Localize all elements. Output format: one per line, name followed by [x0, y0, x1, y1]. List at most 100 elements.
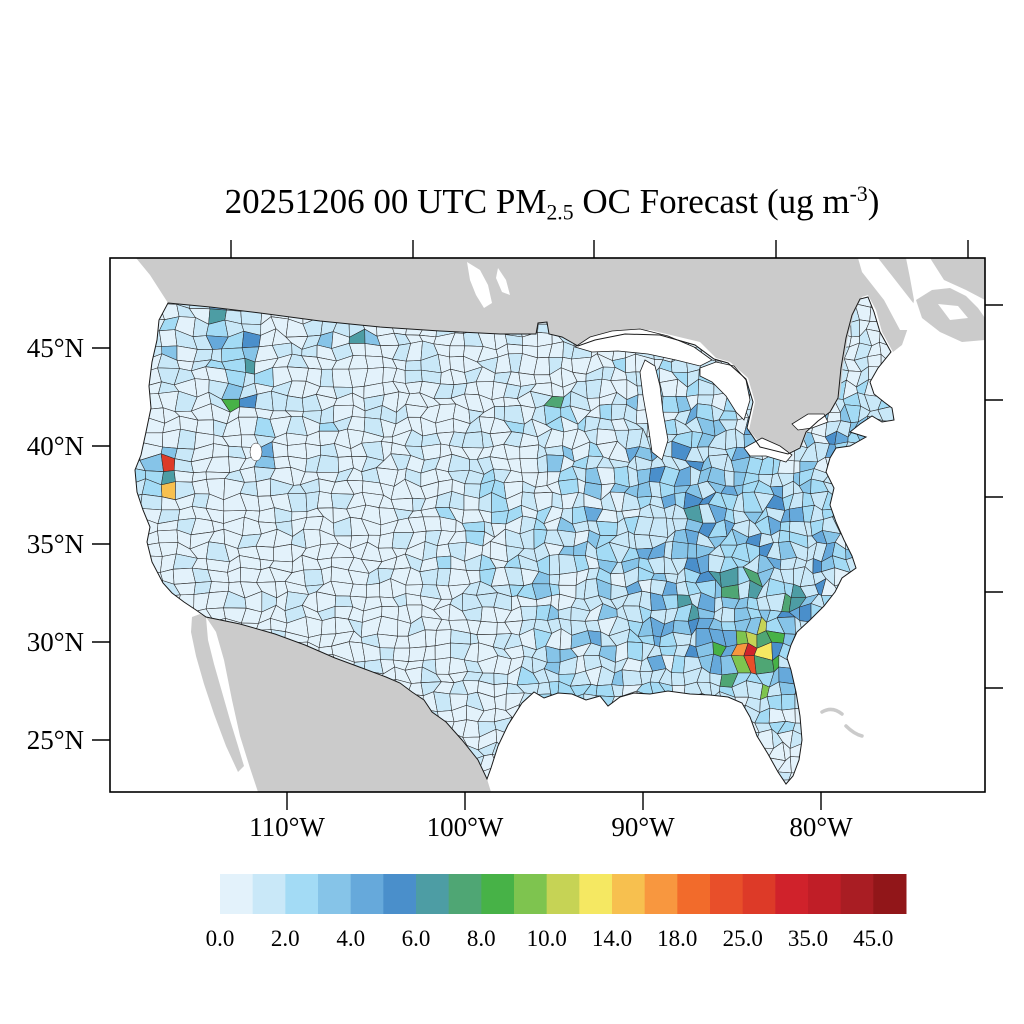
county [317, 491, 334, 509]
colorbar-segment [481, 874, 515, 914]
quebec-corner-landmass [930, 258, 985, 300]
colorbar-tick-label: 4.0 [336, 926, 365, 951]
baja-california-landmass [191, 614, 244, 772]
county [746, 680, 764, 700]
neighbor-land-layer [136, 258, 985, 792]
county [434, 642, 451, 660]
colorbar-segment [742, 874, 776, 914]
county [173, 470, 194, 483]
county [273, 544, 293, 563]
county [422, 516, 442, 532]
county [305, 616, 323, 638]
county [659, 379, 679, 397]
county [721, 584, 740, 600]
county [850, 319, 860, 338]
county [799, 603, 812, 623]
county [140, 493, 163, 511]
county [436, 555, 452, 569]
mexico-landmass [206, 617, 491, 792]
title-prefix: 20251206 00 UTC PM [224, 182, 547, 221]
colorbar-tick-label: 18.0 [657, 926, 697, 951]
county [365, 355, 384, 369]
us-national-outline [134, 296, 895, 785]
county [273, 455, 291, 469]
county [506, 343, 523, 355]
county [826, 412, 842, 423]
colorbar-segment [383, 874, 417, 914]
county [493, 672, 509, 685]
lake-michigan [639, 359, 669, 461]
colorbar-tick-label: 10.0 [527, 926, 567, 951]
lat-tick-label: 35°N [27, 529, 84, 559]
county [366, 583, 381, 598]
lat-tick-label: 25°N [27, 725, 84, 755]
colorbar-segment [285, 874, 319, 914]
county [392, 647, 411, 662]
great-lakes-layer [249, 328, 829, 463]
figure-title: 20251206 00 UTC PM2.5 OC Forecast (ug m-… [80, 182, 1024, 226]
county [725, 428, 737, 450]
canada-landmass [136, 258, 914, 452]
colorbar-tick-label: 35.0 [788, 926, 828, 951]
county [549, 574, 561, 586]
county [536, 681, 552, 695]
county [349, 583, 367, 598]
county [723, 470, 735, 487]
axes-layer: 45°N 40°N 35°N 30°N 25°N 110°W 100°W 90°W 80°W [27, 240, 1003, 842]
county [379, 647, 395, 661]
lake-ontario [791, 413, 829, 431]
colorbar-tick-label: 6.0 [402, 926, 431, 951]
colorbar-segment [808, 874, 842, 914]
county [319, 368, 334, 388]
county [599, 403, 613, 421]
county [519, 444, 540, 459]
county [159, 329, 178, 347]
lake-erie [743, 437, 793, 463]
county [687, 543, 698, 559]
county [596, 520, 618, 536]
county [157, 529, 179, 544]
colorbar: 0.0 2.0 4.0 6.0 8.0 10.0 14.0 18.0 25.0 35.0 45.0 [206, 874, 907, 951]
county [491, 510, 509, 525]
colorbar-tick-label: 8.0 [467, 926, 496, 951]
county [461, 521, 485, 532]
colorbar-segment [220, 874, 254, 914]
county [720, 621, 737, 632]
colorbar-tick-label: 45.0 [853, 926, 893, 951]
county [177, 428, 197, 450]
st-lawrence-water [858, 258, 918, 330]
county [364, 343, 383, 358]
county [520, 605, 538, 621]
county [285, 395, 304, 412]
colorbar-segment [350, 874, 384, 914]
lake-winnipeg [467, 262, 492, 308]
county [720, 606, 735, 623]
title-subscript: 2.5 [546, 200, 574, 225]
county [303, 569, 324, 587]
county [212, 443, 230, 458]
colorbar-segment [775, 874, 809, 914]
county [793, 460, 801, 474]
canadian-lake [496, 268, 510, 295]
colorbar-tick-label: 2.0 [271, 926, 300, 951]
plot-frame [109, 257, 986, 793]
title-suffix: ) [867, 182, 880, 221]
colorbar-tick-label: 14.0 [592, 926, 632, 951]
county [670, 541, 689, 560]
lon-tick-label: 110°W [249, 812, 325, 842]
lon-tick-label: 90°W [611, 812, 675, 842]
county [419, 568, 439, 586]
colorbar-segment [710, 874, 744, 914]
colorbar-segment [873, 874, 907, 914]
lon-tick-label: 80°W [789, 812, 853, 842]
county [671, 672, 686, 686]
lake-huron [699, 361, 751, 421]
county [172, 567, 196, 585]
colorbar-segment [612, 874, 646, 914]
bahamas-islands [820, 707, 864, 738]
county [788, 506, 805, 523]
county [781, 693, 796, 711]
county [448, 491, 465, 511]
